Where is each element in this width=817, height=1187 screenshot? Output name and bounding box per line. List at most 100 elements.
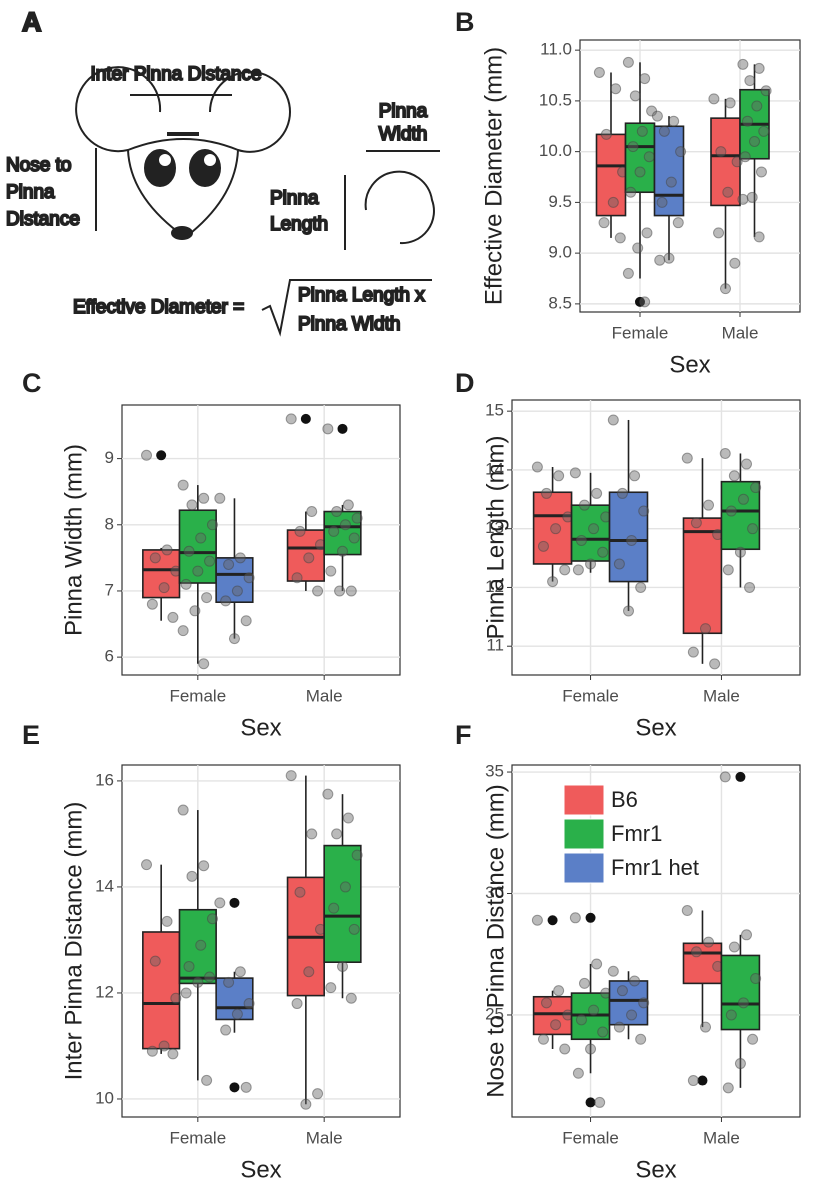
point	[668, 115, 680, 127]
point	[703, 936, 715, 948]
point	[537, 1033, 549, 1045]
eye	[144, 149, 176, 187]
box	[624, 122, 656, 194]
label: Pinna Length x	[298, 285, 425, 306]
point	[751, 100, 763, 112]
eye	[189, 149, 221, 187]
y-tick-label: 16	[95, 770, 114, 789]
point	[737, 997, 749, 1009]
point	[737, 58, 749, 70]
point	[183, 960, 195, 972]
point	[201, 592, 213, 604]
point	[569, 467, 581, 479]
point	[167, 1048, 179, 1060]
plot-border	[511, 764, 801, 1118]
point	[569, 912, 581, 924]
point	[201, 1074, 213, 1086]
box	[682, 942, 723, 985]
point	[186, 499, 198, 511]
point	[339, 881, 351, 893]
point	[591, 487, 603, 499]
point	[703, 499, 715, 511]
point	[223, 976, 235, 988]
y-tick-label: 12	[485, 577, 504, 596]
chart: C 6 7 8 9 Female Male Sex Pinna Width (mm)	[22, 368, 401, 741]
y-axis-title: Pinna Width (mm)	[60, 444, 87, 636]
point	[149, 552, 161, 564]
box	[286, 529, 325, 582]
y-axis-title: Pinna Length (mm)	[482, 435, 509, 639]
point	[729, 257, 741, 269]
point	[610, 83, 622, 95]
point	[559, 564, 571, 576]
point	[342, 499, 354, 511]
legend-key	[563, 852, 605, 884]
point	[755, 166, 767, 178]
box	[595, 133, 627, 217]
point	[634, 166, 646, 178]
point	[240, 1081, 252, 1093]
x-tick-label: Male	[703, 686, 740, 705]
x-axis-title: Sex	[240, 714, 281, 741]
label: Distance	[6, 209, 80, 230]
point	[348, 532, 360, 544]
y-tick-label: 8	[105, 514, 114, 533]
point	[638, 505, 650, 517]
box	[653, 125, 685, 217]
point	[708, 93, 720, 105]
point	[622, 56, 634, 68]
point	[158, 582, 170, 594]
point	[654, 254, 666, 266]
diagram: A Inter Pinna Distance Nose to Pinna Dis…	[5, 6, 440, 337]
point	[753, 62, 765, 74]
point	[170, 992, 182, 1004]
point	[177, 479, 189, 491]
point	[243, 572, 255, 584]
point	[234, 552, 246, 564]
point	[591, 958, 603, 970]
point	[192, 976, 204, 988]
outlier	[229, 1082, 240, 1093]
point	[291, 998, 303, 1010]
point	[734, 546, 746, 558]
point	[750, 482, 762, 494]
pinna-arc	[364, 170, 435, 245]
y-tick-label: 12	[95, 982, 114, 1001]
box	[720, 480, 761, 551]
nose	[171, 226, 193, 240]
point	[141, 859, 153, 871]
point	[553, 470, 565, 482]
point	[161, 915, 173, 927]
point	[635, 1033, 647, 1045]
point	[739, 151, 751, 163]
y-tick-label: 10	[95, 1088, 114, 1107]
point	[300, 1098, 312, 1110]
point	[597, 1026, 609, 1038]
panel-label: B	[455, 7, 475, 37]
panel-label: F	[455, 720, 472, 750]
x-tick-label: Male	[306, 686, 343, 705]
x-axis-title: Sex	[635, 714, 676, 741]
x-tick-label: Female	[562, 686, 619, 705]
y-tick-label: 9	[105, 448, 114, 467]
point	[322, 423, 334, 435]
point	[614, 232, 626, 244]
chart: E 10 12 14 16 Female Male Sex Inter Pinna Distan…	[22, 720, 401, 1183]
point	[700, 623, 712, 635]
point	[722, 186, 734, 198]
box	[608, 980, 649, 1026]
point	[744, 581, 756, 593]
point	[753, 231, 765, 243]
point	[183, 545, 195, 557]
point	[600, 128, 612, 140]
point	[220, 595, 232, 607]
eye-highlight	[204, 154, 216, 166]
y-tick-label: 8.5	[548, 293, 572, 312]
point	[594, 1096, 606, 1108]
point	[553, 985, 565, 997]
point	[531, 914, 543, 926]
point	[312, 585, 324, 597]
panel-label: E	[22, 720, 40, 750]
y-tick-label: 11	[486, 636, 504, 655]
